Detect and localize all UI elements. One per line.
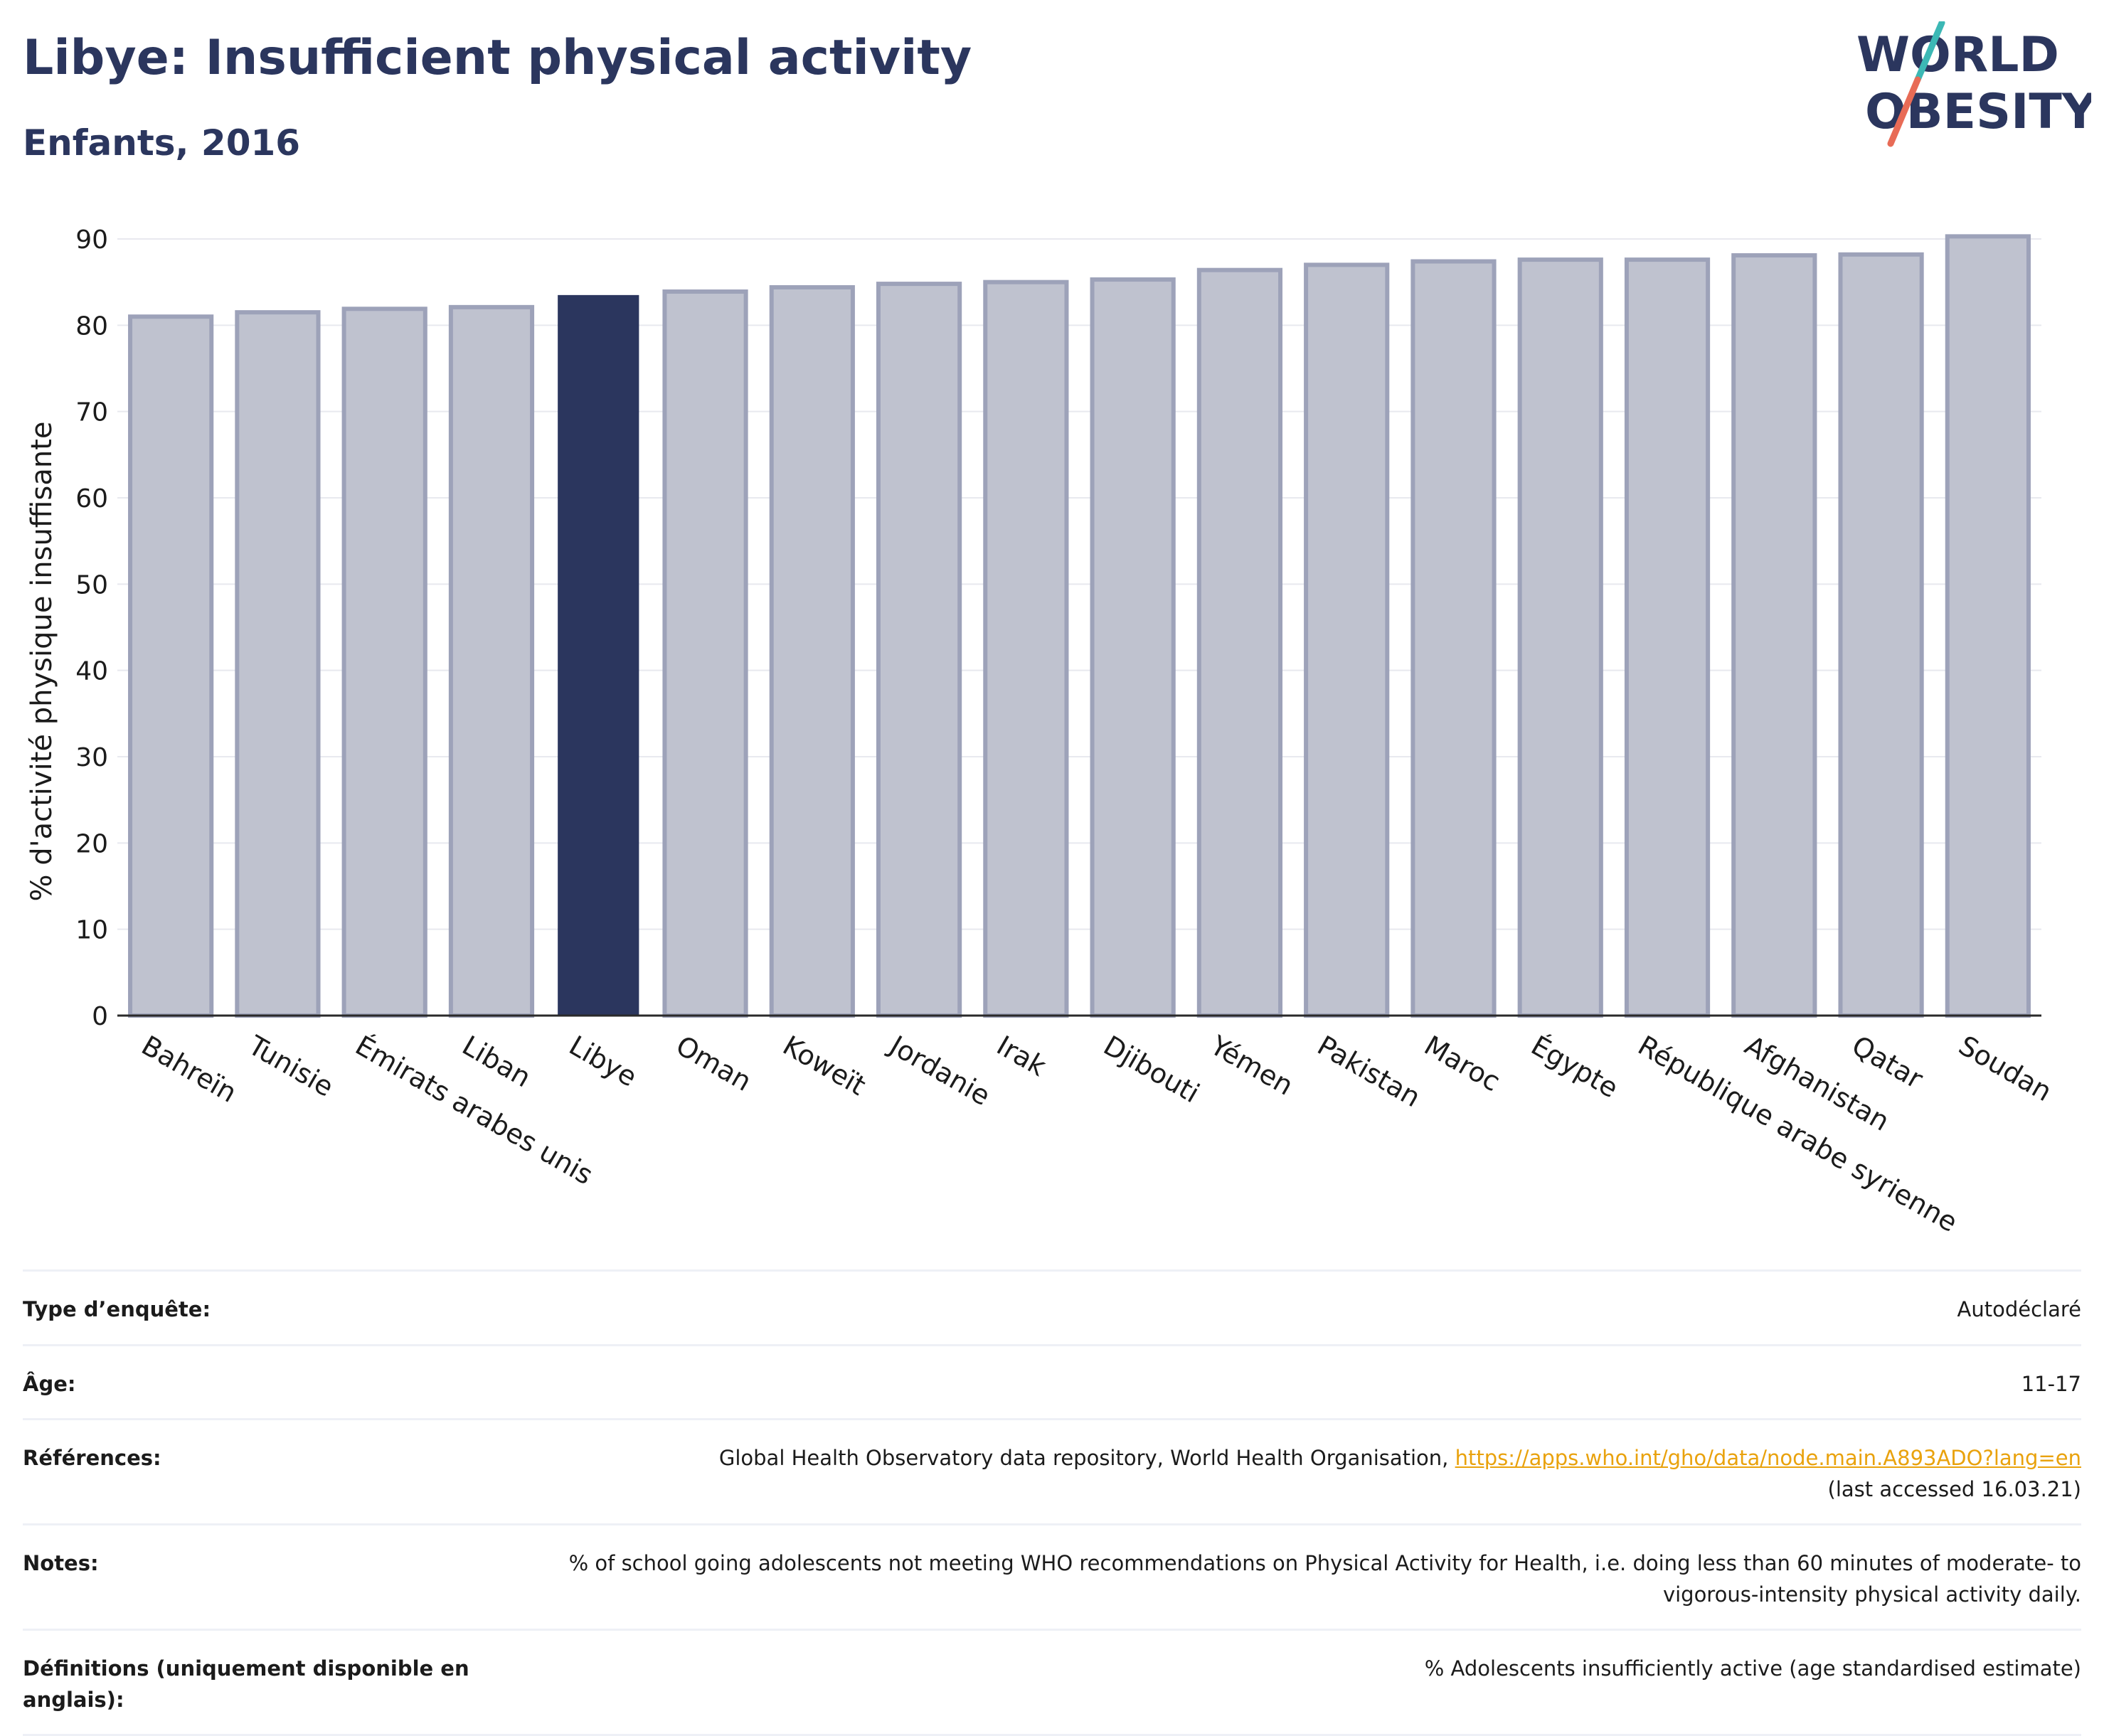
info-row-references: Références: Global Health Observatory da… [23,1418,2081,1525]
y-axis-label: % d'activité physique insuffisante [26,422,58,902]
y-tick-labels: 0 10 20 30 40 50 60 70 80 90 [75,225,108,1031]
bar-14 [1624,257,1711,1018]
bar-11 [1304,262,1390,1018]
info-value: 11-17 [549,1343,2081,1420]
info-value: Autodéclaré [549,1269,2081,1345]
x-tick-label: Libye [564,1030,642,1093]
page-title: Libye: Insufficient physical activity [23,30,972,86]
bar-15 [1731,253,1817,1018]
info-value: % Adolescents insufficiently active (age… [549,1629,2081,1736]
reference-link[interactable]: https://apps.who.int/gho/data/node.main.… [1455,1446,2081,1470]
y-tick-label: 10 [75,916,108,945]
bar-7 [876,282,962,1018]
y-tick-label: 90 [75,225,108,255]
x-tick-label: Irak [992,1030,1051,1082]
bar-5 [662,289,748,1018]
bar-1 [235,310,321,1018]
info-row-definitions: Définitions (uniquement disponible en an… [23,1629,2081,1736]
logo-line1: WORLD [1856,27,2059,83]
x-tick-label: Oman [671,1030,757,1097]
x-tick-label: Liban [457,1030,536,1094]
reference-accessed: (last accessed 16.03.21) [1827,1476,2081,1501]
info-key: Notes: [23,1523,549,1630]
page-subtitle: Enfants, 2016 [23,122,301,164]
bar-12 [1410,259,1497,1018]
x-tick-label: Bahreïn [137,1030,243,1109]
x-tick-label: Pakistan [1312,1030,1426,1114]
info-row-age: Âge: 11-17 [23,1343,2081,1420]
x-tick-label: Tunisie [243,1029,339,1103]
gridlines [117,238,2041,930]
reference-text: Global Health Observatory data repositor… [718,1446,1455,1470]
x-tick-label: Qatar [1847,1030,1928,1095]
x-tick-label: Soudan [1953,1030,2057,1108]
y-tick-label: 20 [75,829,108,858]
bar-6 [769,284,855,1018]
bar-17 [1945,234,2031,1018]
bars [128,234,2031,1018]
y-tick-label: 80 [75,311,108,341]
bar-16 [1838,252,1924,1018]
bar-3 [448,304,535,1018]
world-obesity-logo: WORLD OBESITY [1856,21,2091,147]
bar-2 [341,307,427,1018]
bar-13 [1517,257,1603,1018]
x-tick-label: Maroc [1419,1030,1506,1098]
x-tick-label: Koweït [777,1030,871,1102]
info-key: Âge: [23,1343,549,1420]
y-tick-label: 0 [92,1002,108,1031]
y-tick-label: 40 [75,657,108,686]
info-value-references: Global Health Observatory data repositor… [549,1418,2081,1525]
bar-9 [1090,277,1176,1018]
bar-0 [128,314,214,1018]
info-table: Type d’enquête: Autodéclaré Âge: 11-17 R… [23,1269,2081,1736]
bar-8 [983,279,1069,1018]
x-tick-label: Yémen [1205,1029,1299,1102]
info-row-notes: Notes: % of school going adolescents not… [23,1523,2081,1630]
x-tick-label: Égypte [1526,1030,1623,1104]
bar-chart: 0 10 20 30 40 50 60 70 80 90 Bahreïn Tunisie Émirat… [26,225,2058,1237]
y-tick-label: 70 [75,398,108,427]
info-key: Références: [23,1418,549,1525]
x-tick-label: Djibouti [1098,1030,1205,1109]
bar-10 [1196,267,1283,1018]
info-value: % of school going adolescents not meetin… [549,1523,2081,1630]
y-tick-label: 50 [75,570,108,600]
y-tick-label: 30 [75,743,108,772]
x-tick-label: Jordanie [883,1029,996,1112]
info-row-survey: Type d’enquête: Autodéclaré [23,1269,2081,1345]
bar-4 [558,294,639,1016]
info-key: Définitions (uniquement disponible en an… [23,1629,549,1736]
y-tick-label: 60 [75,484,108,513]
info-key: Type d’enquête: [23,1269,549,1345]
